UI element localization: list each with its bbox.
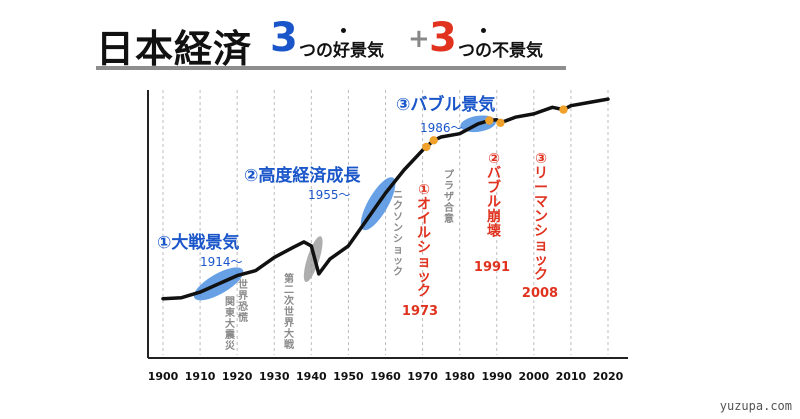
annotation-2-char: 災 <box>224 340 236 352</box>
bust-label-3-char: ョ <box>534 238 548 254</box>
annotation-1-char: 世 <box>238 278 248 291</box>
annotation-3-char: 次 <box>284 294 294 307</box>
title-plus: + <box>408 24 430 54</box>
title-number-1: 3 <box>270 15 298 61</box>
x-tick-label: 1960 <box>370 370 401 383</box>
x-tick-label: 2020 <box>593 370 624 383</box>
economy-series-line <box>161 97 610 301</box>
annotation-5-char: ザ <box>444 191 454 203</box>
x-tick-label: 1950 <box>333 370 364 383</box>
annotation-5-char: ラ <box>444 180 454 192</box>
bust-label-3-char: ③ <box>535 151 547 167</box>
annotation-5-char: プ <box>444 168 455 181</box>
annotation-4-char: ョ <box>393 245 403 256</box>
bust-label-3-char: リ <box>534 166 548 182</box>
title-block: 日本経済 3 つの好景気 + 3 つの不景気 <box>96 15 566 74</box>
bust-marker-4 <box>496 118 505 128</box>
x-tick-label: 2010 <box>556 370 587 383</box>
annotation-3-char: 二 <box>284 284 294 296</box>
annotation-2-char: 東 <box>225 306 235 319</box>
annotation-2-char: 関 <box>225 296 235 308</box>
bust-label-1-char: ョ <box>417 255 431 271</box>
annotation-1-char: 慌 <box>238 311 248 324</box>
boom-label-1: ①大戦景気 <box>157 232 239 253</box>
bust-label-1-char: ク <box>417 284 431 300</box>
bust-label-3-char: シ <box>534 224 548 240</box>
boom-label-3: ③バブル景気 <box>396 94 495 115</box>
title-main: 日本経済 <box>96 27 253 71</box>
bust-marker-5 <box>559 105 568 114</box>
annotation-2-char: 大 <box>225 317 235 330</box>
boom-year-1: 1914〜 <box>200 255 243 269</box>
bust-label-1-char: オ <box>417 197 431 213</box>
bust-year-1: 1973 <box>402 304 438 319</box>
x-tick-label: 1990 <box>481 370 512 383</box>
annotation-4-char: ッ <box>393 256 403 267</box>
boom-label-2: ②高度経済成長 <box>244 165 361 186</box>
bust-label-2-char: ル <box>487 195 501 211</box>
title-bad-economy: つの不景気 <box>458 41 543 61</box>
annotation-4-char: ク <box>393 200 403 212</box>
bust-label-2-char: ② <box>488 151 500 167</box>
bust-year-3: 2008 <box>522 286 558 301</box>
bust-marker-2 <box>429 136 438 145</box>
annotation-4-char: シ <box>393 233 403 245</box>
annotation-3-char: 世 <box>284 305 294 318</box>
watermark: yuzupa.com <box>719 399 792 413</box>
title-good-economy: つの好景気 <box>299 41 384 61</box>
bust-label-1-char: ッ <box>417 269 431 285</box>
x-tick-label: 1930 <box>259 370 290 383</box>
bust-label-1-char: ① <box>418 182 430 198</box>
bust-label-1-char: イ <box>417 211 431 227</box>
bust-label-2-char: 崩 <box>487 208 501 225</box>
bust-label-2-char: 壊 <box>487 223 502 240</box>
annotation-4-char: ン <box>393 223 403 234</box>
x-tick-label: 1940 <box>296 370 327 383</box>
x-tick-label: 1910 <box>185 370 216 383</box>
x-tick-label: 1920 <box>222 370 253 383</box>
bust-label-2-char: ブ <box>487 179 501 196</box>
title-underline <box>96 66 566 70</box>
title-number-2: 3 <box>429 15 457 61</box>
annotation-3-char: 大 <box>284 327 294 340</box>
annotation-5-char: 意 <box>444 212 454 225</box>
bust-marker-1 <box>422 142 431 152</box>
annotation-3-char: 界 <box>284 317 294 329</box>
annotation-5-char: 合 <box>443 201 455 214</box>
boom-year-3: 1986〜 <box>420 121 463 135</box>
annotation-2-char: 震 <box>225 329 236 341</box>
bust-label-3-char: ー <box>534 180 548 196</box>
bust-label-3-char: ク <box>534 267 548 283</box>
annotation-1-char: 恐 <box>238 301 248 313</box>
emphasis-dot-1 <box>341 28 346 33</box>
annotation-1-char: 界 <box>238 290 248 302</box>
emphasis-dot-2 <box>481 28 486 33</box>
x-tick-label: 1980 <box>444 370 475 383</box>
boom-year-2: 1955〜 <box>308 188 351 202</box>
bust-label-1-char: シ <box>417 240 431 256</box>
x-tick-label: 1900 <box>148 370 179 383</box>
bust-label-3-char: ッ <box>534 253 548 269</box>
annotation-4-char: ニ <box>393 190 403 201</box>
bust-label-3-char: ン <box>534 209 548 225</box>
bust-label-2-char: バ <box>487 166 501 182</box>
annotation-3-char: 戦 <box>284 338 295 351</box>
annotation-3-char: 第 <box>284 272 294 285</box>
x-tick-label: 1970 <box>407 370 438 383</box>
bust-label-3-char: マ <box>534 195 548 211</box>
x-tick-label: 2000 <box>519 370 550 383</box>
annotation-4-char: ク <box>393 266 403 278</box>
bust-year-2: 1991 <box>474 260 510 275</box>
bust-marker-3 <box>485 116 494 125</box>
bust-label-1-char: ル <box>417 226 431 242</box>
annotation-4-char: ソ <box>393 212 403 223</box>
